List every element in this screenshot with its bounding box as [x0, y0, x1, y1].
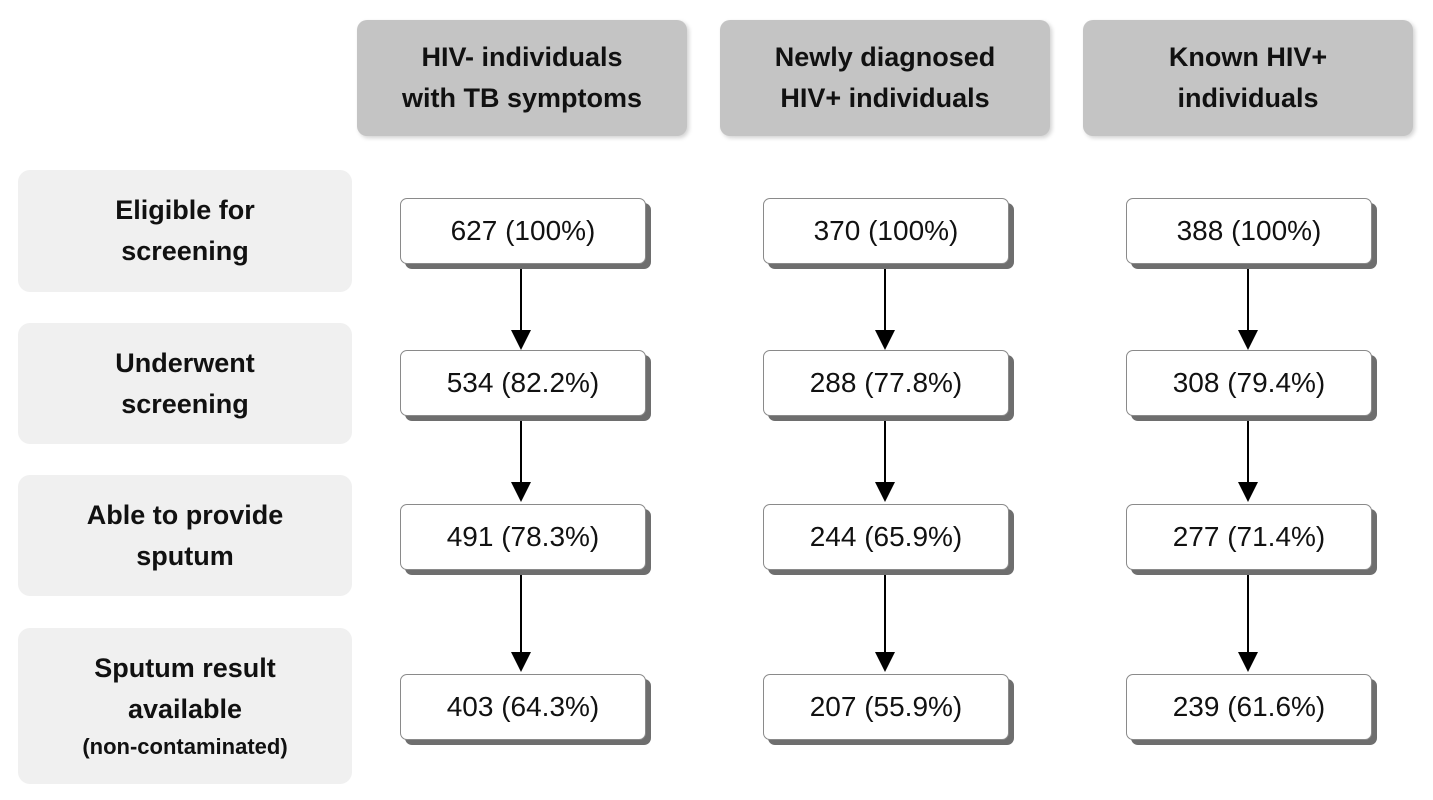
row-label-sputum-result: Sputum result available (non-contaminate…: [18, 628, 352, 784]
arrow-col1-row1-to-row2: [511, 330, 531, 350]
count-box-col2-sputum: 244 (65.9%): [763, 504, 1009, 570]
column-header-hiv-negative: HIV- individuals with TB symptoms: [357, 20, 687, 136]
column-header-newly-diagnosed: Newly diagnosed HIV+ individuals: [720, 20, 1050, 136]
column-header-line1: Known HIV+: [1168, 42, 1328, 72]
count-box-col2-underwent: 288 (77.8%): [763, 350, 1009, 416]
count-box-col2-result: 207 (55.9%): [763, 674, 1009, 740]
arrow-col1-row3-to-row4: [511, 652, 531, 672]
count-box-col3-sputum: 277 (71.4%): [1126, 504, 1372, 570]
row-label-line2: screening: [121, 236, 249, 266]
arrow-col2-row3-to-row4: [875, 652, 895, 672]
row-label-line1: Eligible for: [115, 195, 255, 225]
row-label-line1: Sputum result: [94, 653, 276, 683]
column-header-line2: HIV+ individuals: [780, 83, 990, 113]
row-label-line1: Underwent: [115, 347, 255, 378]
arrow-col3-row2-to-row3: [1238, 482, 1258, 502]
count-box-col1-eligible: 627 (100%): [400, 198, 646, 264]
arrow-col3-row3-to-row4: [1238, 652, 1258, 672]
row-label-line3: (non-contaminated): [82, 734, 288, 759]
count-box-col3-eligible: 388 (100%): [1126, 198, 1372, 264]
count-box-col3-result: 239 (61.6%): [1126, 674, 1372, 740]
count-box-col1-result: 403 (64.3%): [400, 674, 646, 740]
column-header-line2: with TB symptoms: [401, 83, 643, 113]
column-header-line2: individuals: [1177, 83, 1319, 113]
row-label-eligible: Eligible for screening: [18, 170, 352, 292]
row-label-line1: Able to provide: [86, 499, 284, 530]
arrow-col2-row1-to-row2: [875, 330, 895, 350]
count-box-col3-underwent: 308 (79.4%): [1126, 350, 1372, 416]
column-header-line1: HIV- individuals: [421, 42, 623, 72]
arrow-col3-row1-to-row2: [1238, 330, 1258, 350]
row-label-underwent-screening: Underwent screening: [18, 323, 352, 444]
row-label-line2: sputum: [136, 540, 234, 571]
row-label-line2: available: [127, 694, 243, 724]
arrow-col1-row2-to-row3: [511, 482, 531, 502]
count-box-col2-eligible: 370 (100%): [763, 198, 1009, 264]
count-box-col1-sputum: 491 (78.3%): [400, 504, 646, 570]
row-label-provide-sputum: Able to provide sputum: [18, 475, 352, 596]
count-box-col1-underwent: 534 (82.2%): [400, 350, 646, 416]
column-header-line1: Newly diagnosed: [774, 42, 996, 72]
row-label-line2: screening: [121, 388, 249, 419]
arrow-col2-row2-to-row3: [875, 482, 895, 502]
column-header-known-hiv-positive: Known HIV+ individuals: [1083, 20, 1413, 136]
